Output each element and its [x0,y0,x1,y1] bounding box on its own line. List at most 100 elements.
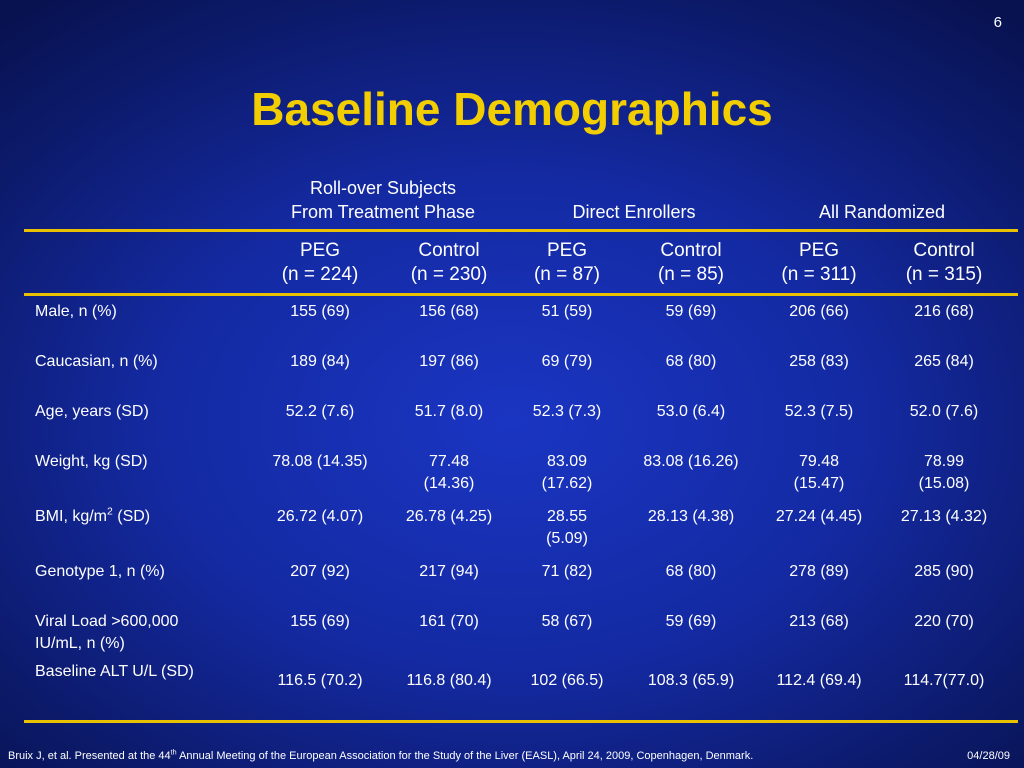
table-cell: 83.09 (17.62) [502,451,632,495]
table-cell: 52.3 (7.5) [754,401,884,423]
citation-superscript: th [170,748,177,757]
column-header-arm: PEG [546,240,588,261]
column-header: PEG (n = 311) [754,239,884,287]
row-label: Baseline ALT U/L (SD) [35,663,194,680]
table-cell: 28.13 (4.38) [626,506,756,528]
citation-footnote: Bruix J, et al. Presented at the 44th An… [8,748,754,762]
table-cell-line: (5.09) [546,530,588,547]
table-cell-line: 265 (84) [914,353,974,370]
table-cell-line: 155 (69) [290,303,350,320]
page-number: 6 [993,14,1002,31]
table-cell-line: 52.0 (7.6) [909,403,979,420]
citation-text-post: Annual Meeting of the European Associati… [176,750,754,762]
column-header-n: (n = 85) [657,264,724,285]
table-cell: 216 (68) [879,301,1009,323]
table-cell: 102 (66.5) [502,670,632,692]
table-cell-line: 83.08 (16.26) [643,453,739,470]
header-rule [24,229,1018,232]
table-cell: 68 (80) [626,561,756,583]
table-cell-line: 71 (82) [541,563,593,580]
table-cell-line: (14.36) [423,475,475,492]
table-cell-line: 28.13 (4.38) [647,508,735,525]
table-cell-line: 156 (68) [419,303,479,320]
table-cell: 197 (86) [384,351,514,373]
table-cell: 52.2 (7.6) [255,401,385,423]
row-label: Age, years (SD) [35,403,149,420]
table-cell-line: (17.62) [541,475,593,492]
table-cell-line: 116.5 (70.2) [277,672,363,689]
table-cell-line: 285 (90) [914,563,974,580]
row-label: Weight, kg (SD) [35,453,148,470]
table-cell-line: (15.47) [793,475,845,492]
column-header-n: (n = 87) [533,264,600,285]
table-cell: 116.8 (80.4) [384,670,514,692]
table-cell-line: 213 (68) [789,613,849,630]
table-cell-line: 258 (83) [789,353,849,370]
table-cell: 68 (80) [626,351,756,373]
table-cell-line: 79.48 [798,453,840,470]
table-cell-line: 216 (68) [914,303,974,320]
table-cell-line: 278 (89) [789,563,849,580]
table-bottom-rule [24,720,1018,723]
table-cell: 112.4 (69.4) [754,670,884,692]
table-cell-line: 27.13 (4.32) [900,508,988,525]
table-cell-line: 68 (80) [665,563,717,580]
table-cell: 27.13 (4.32) [879,506,1009,528]
table-cell: 27.24 (4.45) [754,506,884,528]
table-cell-line: 53.0 (6.4) [656,403,726,420]
table-cell-line: 108.3 (65.9) [647,672,735,689]
table-cell: 161 (70) [384,611,514,633]
group-header-all-label: All Randomized [818,202,946,222]
table-cell: 26.78 (4.25) [384,506,514,528]
column-header-rule [24,293,1018,296]
table-cell: 78.99 (15.08) [879,451,1009,495]
table-cell-line: 114.7(77.0) [903,672,985,689]
table-cell: 213 (68) [754,611,884,633]
table-cell-line: 58 (67) [541,613,593,630]
table-cell-line: 220 (70) [914,613,974,630]
table-cell-line: 27.24 (4.45) [775,508,863,525]
row-label-line1: Viral Load >600,000 [35,613,179,630]
table-cell: 265 (84) [879,351,1009,373]
row-label-superscript: 2 [107,506,113,518]
column-header-arm: Control [418,240,480,261]
table-cell-line: 52.3 (7.3) [532,403,602,420]
table-cell: 52.3 (7.3) [502,401,632,423]
table-cell-line: 207 (92) [290,563,350,580]
table-cell-line: 78.99 [923,453,965,470]
table-cell-line: 189 (84) [290,353,350,370]
table-cell-line: 51 (59) [541,303,593,320]
table-cell-line: 77.48 [428,453,470,470]
table-cell: 51 (59) [502,301,632,323]
table-cell-line: 102 (66.5) [530,672,604,689]
row-label-text: BMI, kg/m [35,508,108,525]
table-cell: 220 (70) [879,611,1009,633]
table-cell: 108.3 (65.9) [626,670,756,692]
table-cell: 78.08 (14.35) [255,451,385,473]
table-cell-line: 197 (86) [419,353,479,370]
table-cell: 278 (89) [754,561,884,583]
slide-title: Baseline Demographics [251,83,773,135]
column-header: Control (n = 315) [879,239,1009,287]
table-cell: 26.72 (4.07) [255,506,385,528]
table-cell-line: 28.55 [546,508,588,525]
table-cell-line: 26.72 (4.07) [276,508,364,525]
table-cell: 59 (69) [626,611,756,633]
column-header-arm: Control [913,240,975,261]
table-cell: 28.55 (5.09) [502,506,632,550]
table-cell-line: 116.8 (80.4) [406,672,492,689]
table-cell: 71 (82) [502,561,632,583]
table-cell: 69 (79) [502,351,632,373]
table-cell-line: 83.09 [546,453,588,470]
table-cell: 155 (69) [255,611,385,633]
table-cell: 206 (66) [754,301,884,323]
table-cell: 52.0 (7.6) [879,401,1009,423]
row-label: BMI, kg/m2 (SD) [35,506,245,528]
group-header-direct: Direct Enrollers [510,200,758,224]
column-header-arm: PEG [798,240,840,261]
table-cell: 51.7 (8.0) [384,401,514,423]
row-label: Caucasian, n (%) [35,353,158,370]
table-cell: 156 (68) [384,301,514,323]
table-cell-line: 26.78 (4.25) [405,508,493,525]
column-header-arm: Control [660,240,722,261]
